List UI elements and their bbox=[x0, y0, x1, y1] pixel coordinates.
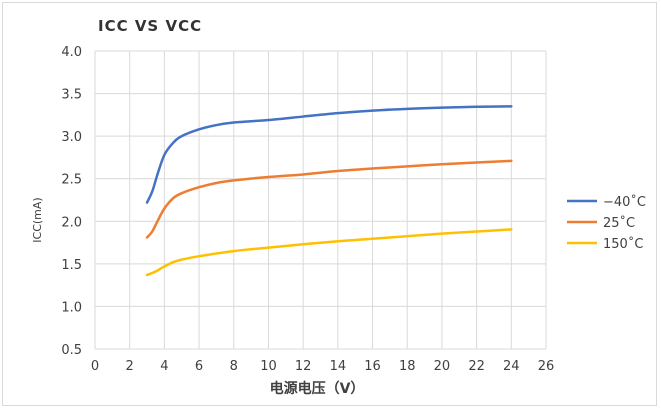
x-tick-label: 20 bbox=[434, 359, 451, 374]
series-line-2 bbox=[145, 228, 513, 277]
series-line-1 bbox=[145, 159, 513, 239]
y-axis-title: ICC(mA) bbox=[31, 197, 44, 242]
x-tick-label: 4 bbox=[160, 359, 168, 374]
x-tick-label: 10 bbox=[260, 359, 277, 374]
legend-label-0: −40˚C bbox=[603, 194, 646, 210]
y-tick-label: 3.5 bbox=[61, 88, 82, 103]
chart-title: ICC VS VCC bbox=[98, 17, 203, 35]
x-tick-label: 12 bbox=[295, 359, 312, 374]
y-tick-label: 2.0 bbox=[61, 215, 82, 230]
y-tick-label: 4.0 bbox=[61, 45, 82, 60]
series-lines bbox=[145, 105, 513, 277]
x-tick-label: 6 bbox=[195, 359, 203, 374]
x-tick-label: 26 bbox=[538, 359, 555, 374]
x-tick-label: 8 bbox=[230, 359, 238, 374]
x-tick-label: 22 bbox=[468, 359, 485, 374]
y-tick-label: 0.5 bbox=[61, 343, 82, 358]
x-tick-label: 2 bbox=[126, 359, 134, 374]
legend: −40˚C 25˚C 150˚C bbox=[567, 194, 646, 252]
y-tick-label: 1.0 bbox=[61, 300, 82, 315]
y-tick-label: 3.0 bbox=[61, 130, 82, 145]
x-tick-label: 16 bbox=[364, 359, 381, 374]
legend-label-2: 150˚C bbox=[603, 236, 643, 252]
x-axis-title: 电源电压（V） bbox=[270, 380, 365, 397]
x-tick-label: 18 bbox=[399, 359, 416, 374]
x-tick-labels: 0 2 4 6 8 10 12 14 16 18 20 22 24 26 bbox=[91, 359, 554, 374]
series-line-0 bbox=[145, 105, 513, 204]
x-tick-label: 24 bbox=[503, 359, 520, 374]
x-tick-label: 0 bbox=[91, 359, 99, 374]
legend-label-1: 25˚C bbox=[603, 215, 635, 231]
y-tick-label: 1.5 bbox=[61, 258, 82, 273]
x-tick-label: 14 bbox=[330, 359, 347, 374]
chart-frame bbox=[2, 2, 657, 406]
y-tick-labels: 4.0 3.5 3.0 2.5 2.0 1.5 1.0 0.5 bbox=[61, 45, 82, 358]
grid bbox=[94, 50, 547, 350]
y-tick-label: 2.5 bbox=[61, 173, 82, 188]
